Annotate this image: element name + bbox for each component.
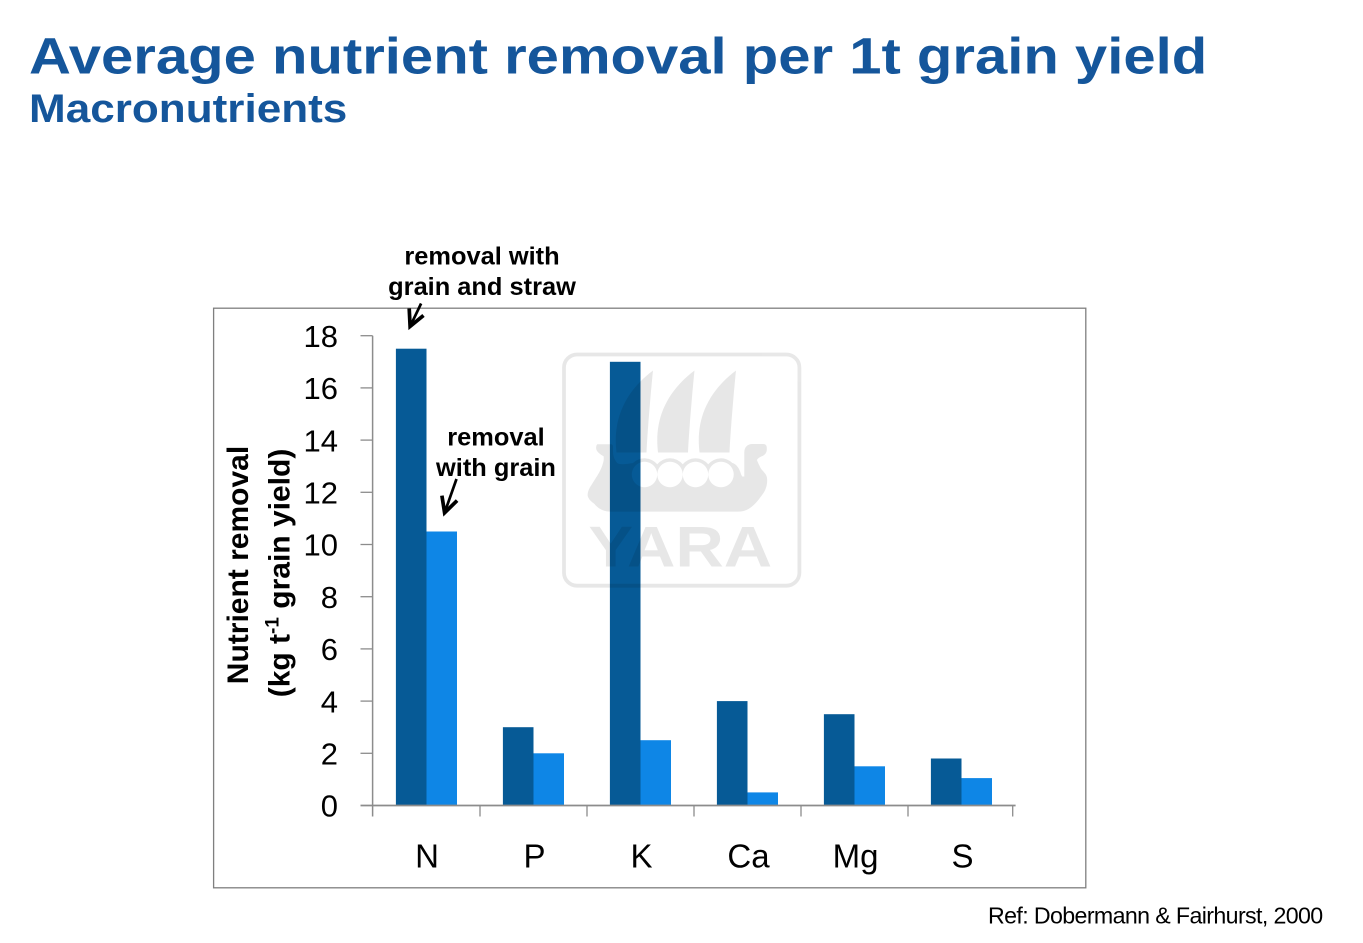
svg-text:N: N: [415, 837, 439, 874]
svg-text:4: 4: [321, 684, 338, 719]
svg-text:10: 10: [304, 528, 338, 563]
svg-text:K: K: [630, 837, 652, 874]
svg-text:14: 14: [304, 423, 338, 458]
svg-text:6: 6: [321, 632, 338, 667]
svg-text:0: 0: [321, 789, 338, 824]
svg-text:Ca: Ca: [727, 837, 770, 874]
svg-text:YARA: YARA: [588, 516, 772, 580]
svg-text:Ref: Dobermann & Fairhurst, 20: Ref: Dobermann & Fairhurst, 2000: [988, 903, 1323, 929]
svg-text:removal: removal: [447, 424, 544, 452]
svg-text:grain and straw: grain and straw: [388, 273, 576, 301]
svg-text:S: S: [951, 837, 973, 874]
svg-text:2: 2: [321, 737, 338, 772]
svg-text:Average nutrient removal per 1: Average nutrient removal per 1t grain yi…: [29, 28, 1207, 85]
svg-text:with grain: with grain: [435, 454, 556, 482]
svg-text:8: 8: [321, 580, 338, 615]
svg-text:P: P: [523, 837, 545, 874]
svg-text:Nutrient removal: Nutrient removal: [222, 446, 255, 684]
svg-text:(kg t-1 grain yield): (kg t-1 grain yield): [263, 449, 297, 698]
svg-text:Mg: Mg: [833, 837, 879, 874]
svg-text:18: 18: [304, 319, 338, 354]
svg-text:12: 12: [304, 476, 338, 511]
svg-text:Macronutrients: Macronutrients: [29, 86, 347, 131]
svg-text:removal with: removal with: [404, 243, 559, 271]
svg-text:16: 16: [304, 371, 338, 406]
